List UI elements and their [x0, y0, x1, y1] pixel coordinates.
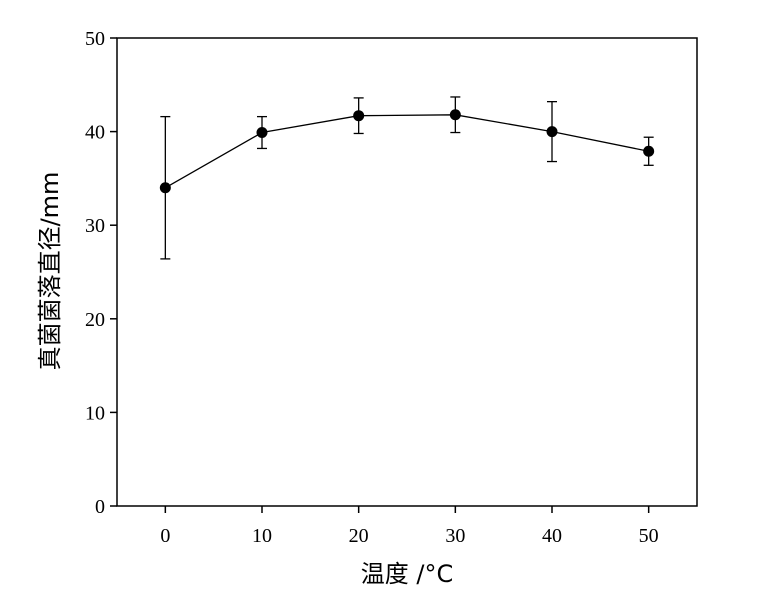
x-tick-label-5: 50 [639, 525, 659, 547]
y-tick-label-4: 40 [85, 122, 105, 144]
x-tick-label-1: 10 [252, 525, 272, 547]
data-point-3 [449, 109, 461, 121]
data-point-5 [643, 145, 655, 157]
data-point-0 [159, 182, 171, 194]
x-tick-label-2: 20 [349, 525, 369, 547]
y-tick-label-3: 30 [85, 215, 105, 237]
x-tick-label-3: 30 [445, 525, 465, 547]
y-tick-label-1: 10 [85, 402, 105, 424]
data-point-4 [546, 126, 558, 138]
x-tick-label-0: 0 [160, 525, 170, 547]
y-axis-title: 真菌菌落直径/mm [36, 172, 64, 371]
y-tick-label-0: 0 [95, 496, 105, 518]
series-line-0 [164, 114, 649, 189]
plot-frame [116, 37, 698, 507]
x-tick-label-4: 40 [542, 525, 562, 547]
data-point-1 [256, 127, 268, 139]
x-axis-title: 温度 /°C [361, 560, 453, 588]
y-tick-label-5: 50 [85, 28, 105, 50]
data-point-2 [353, 110, 365, 122]
y-tick-label-2: 20 [85, 309, 105, 331]
